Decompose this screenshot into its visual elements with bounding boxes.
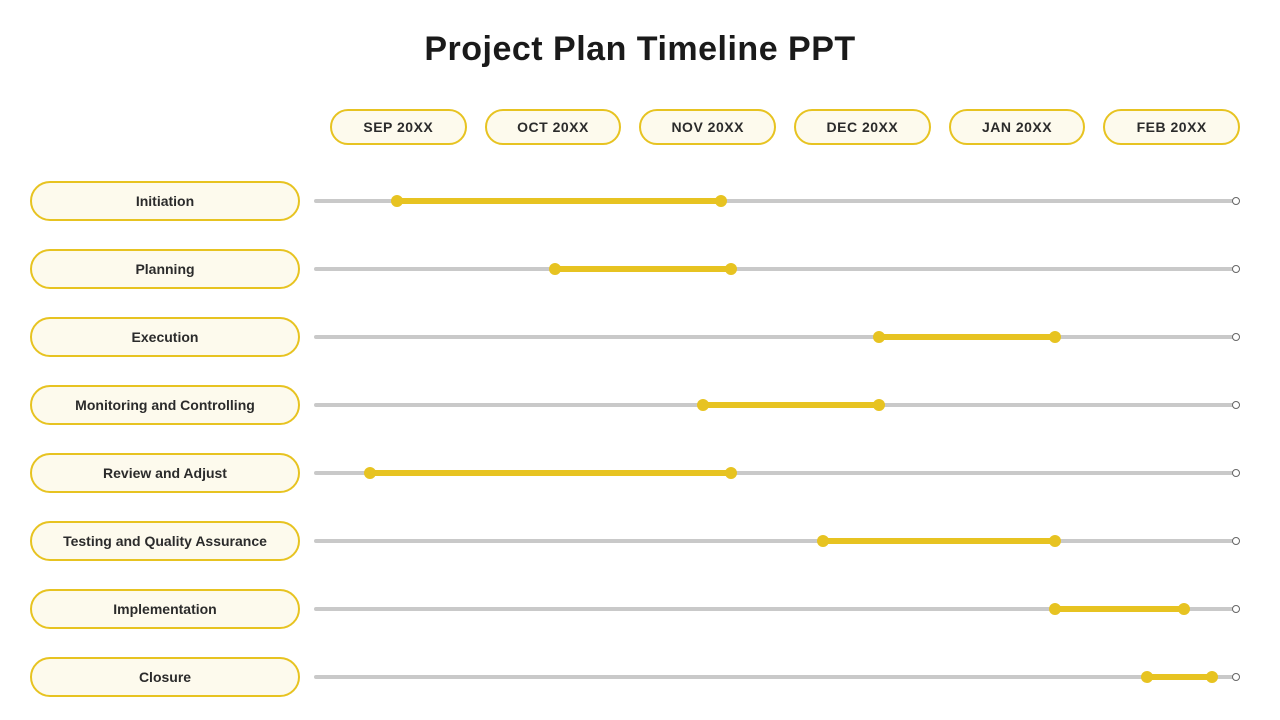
bar-end-dot [725, 467, 737, 479]
track-end-marker [1232, 673, 1240, 681]
bar-end-dot [1049, 535, 1061, 547]
bar-end-dot [873, 399, 885, 411]
bar-start-dot [549, 263, 561, 275]
timeline-bar [1055, 606, 1185, 612]
timeline-track-wrap [314, 263, 1240, 275]
phase-pill: Implementation [30, 589, 300, 629]
month-pill: FEB 20XX [1103, 109, 1240, 145]
timeline-bar [555, 266, 731, 272]
phase-row: Testing and Quality Assurance [30, 519, 1250, 563]
timeline-track [314, 335, 1234, 339]
phase-row: Review and Adjust [30, 451, 1250, 495]
bar-start-dot [1049, 603, 1061, 615]
timeline-track-wrap [314, 535, 1240, 547]
bar-end-dot [1049, 331, 1061, 343]
phase-row: Implementation [30, 587, 1250, 631]
timeline-bar [1147, 674, 1212, 680]
bar-end-dot [1178, 603, 1190, 615]
track-end-marker [1232, 537, 1240, 545]
bar-start-dot [817, 535, 829, 547]
bar-start-dot [873, 331, 885, 343]
timeline-track [314, 267, 1234, 271]
timeline-bar [823, 538, 1055, 544]
month-pill: SEP 20XX [330, 109, 467, 145]
phase-pill: Monitoring and Controlling [30, 385, 300, 425]
phase-pill: Closure [30, 657, 300, 697]
phase-row: Closure [30, 655, 1250, 699]
timeline-track-wrap [314, 603, 1240, 615]
timeline-track-wrap [314, 331, 1240, 343]
slide-title: Project Plan Timeline PPT [30, 30, 1250, 69]
slide: Project Plan Timeline PPT SEP 20XX OCT 20… [0, 0, 1280, 720]
track-end-marker [1232, 605, 1240, 613]
phase-row: Planning [30, 247, 1250, 291]
timeline-track [314, 675, 1234, 679]
bar-start-dot [391, 195, 403, 207]
phase-pill: Initiation [30, 181, 300, 221]
month-pill: NOV 20XX [639, 109, 776, 145]
bar-start-dot [697, 399, 709, 411]
track-end-marker [1232, 197, 1240, 205]
phase-pill: Testing and Quality Assurance [30, 521, 300, 561]
phase-pill: Planning [30, 249, 300, 289]
timeline-track-wrap [314, 399, 1240, 411]
phase-row: Monitoring and Controlling [30, 383, 1250, 427]
timeline-bar [703, 402, 879, 408]
phase-pill: Review and Adjust [30, 453, 300, 493]
timeline-track-wrap [314, 671, 1240, 683]
bar-start-dot [364, 467, 376, 479]
phase-rows: Initiation Planning Execution Monitoring an… [30, 179, 1250, 699]
track-end-marker [1232, 469, 1240, 477]
timeline-track-wrap [314, 467, 1240, 479]
timeline-bar [397, 198, 721, 204]
phase-pill: Execution [30, 317, 300, 357]
phase-row: Initiation [30, 179, 1250, 223]
month-pill: JAN 20XX [949, 109, 1086, 145]
track-end-marker [1232, 333, 1240, 341]
phase-row: Execution [30, 315, 1250, 359]
track-end-marker [1232, 401, 1240, 409]
timeline-bar [879, 334, 1055, 340]
timeline-track [314, 539, 1234, 543]
month-pill: DEC 20XX [794, 109, 931, 145]
timeline-bar [370, 470, 731, 476]
bar-end-dot [725, 263, 737, 275]
bar-start-dot [1141, 671, 1153, 683]
bar-end-dot [715, 195, 727, 207]
month-pill: OCT 20XX [485, 109, 622, 145]
bar-end-dot [1206, 671, 1218, 683]
timeline-track-wrap [314, 195, 1240, 207]
track-end-marker [1232, 265, 1240, 273]
month-header-row: SEP 20XX OCT 20XX NOV 20XX DEC 20XX JAN 20XX… [330, 109, 1240, 145]
